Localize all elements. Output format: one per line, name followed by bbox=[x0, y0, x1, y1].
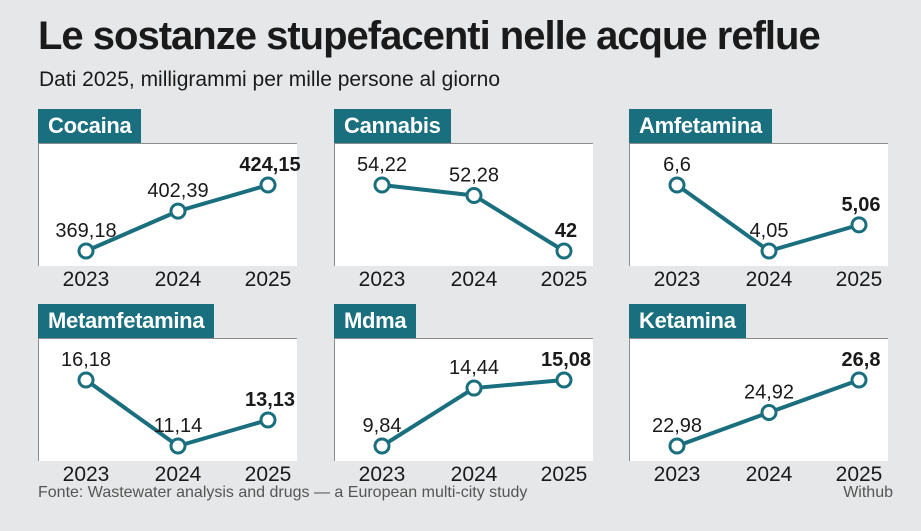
data-point-2024 bbox=[760, 403, 778, 421]
data-point-2023 bbox=[373, 437, 391, 455]
x-axis: 2023 2024 2025 bbox=[38, 268, 318, 292]
x-tick-label: 2023 bbox=[62, 463, 110, 486]
x-axis: 2023 2024 2025 bbox=[38, 463, 318, 487]
panel-amfetamina: Amfetamina 6,6 4,05 5,06 2023 2024 2025 bbox=[629, 109, 897, 299]
data-point-2023 bbox=[668, 176, 686, 194]
data-point-2023 bbox=[668, 437, 686, 455]
x-tick-label: 2025 bbox=[244, 268, 292, 291]
data-label-2025: 26,8 bbox=[842, 349, 881, 371]
data-label-2025: 424,15 bbox=[239, 154, 300, 176]
data-point-2024 bbox=[465, 186, 483, 204]
x-tick-label: 2023 bbox=[358, 463, 406, 486]
data-point-2023 bbox=[77, 242, 95, 260]
x-tick-label: 2023 bbox=[358, 268, 406, 291]
plot-area bbox=[334, 143, 593, 266]
line-chart: 6,6 4,05 5,06 bbox=[663, 154, 881, 260]
data-label-2023: 16,18 bbox=[61, 349, 111, 371]
data-point-2025 bbox=[555, 242, 573, 260]
panel-ketamina: Ketamina 22,98 24,92 26,8 2023 2024 2025 bbox=[629, 304, 897, 494]
data-point-2023 bbox=[77, 371, 95, 389]
data-label-2024: 402,39 bbox=[147, 180, 208, 202]
data-label-2023: 22,98 bbox=[652, 415, 702, 437]
line-chart: 22,98 24,92 26,8 bbox=[652, 349, 881, 455]
x-tick-label: 2024 bbox=[745, 268, 793, 291]
x-axis: 2023 2024 2025 bbox=[629, 463, 909, 487]
x-tick-label: 2024 bbox=[450, 268, 498, 291]
data-point-2025 bbox=[850, 371, 868, 389]
x-tick-label: 2023 bbox=[653, 268, 701, 291]
data-label-2025: 15,08 bbox=[541, 349, 591, 371]
panel-cannabis: Cannabis 54,22 52,28 42 2023 2024 2025 bbox=[334, 109, 602, 299]
data-label-2025: 13,13 bbox=[245, 389, 295, 411]
data-point-2023 bbox=[373, 176, 391, 194]
x-tick-label: 2024 bbox=[450, 463, 498, 486]
panel-title: Metamfetamina bbox=[38, 304, 215, 338]
panel-title: Amfetamina bbox=[629, 109, 772, 143]
x-tick-label: 2025 bbox=[540, 268, 588, 291]
data-label-2024: 24,92 bbox=[744, 381, 794, 403]
x-tick-label: 2023 bbox=[653, 463, 701, 486]
x-tick-label: 2025 bbox=[540, 463, 588, 486]
data-point-2024 bbox=[169, 202, 187, 220]
line-chart: 369,18 402,39 424,15 bbox=[55, 154, 301, 260]
data-label-2025: 5,06 bbox=[842, 194, 881, 216]
x-tick-label: 2025 bbox=[244, 463, 292, 486]
data-point-2024 bbox=[760, 242, 778, 260]
panel-cocaina: Cocaina 369,18 402,39 424,15 2023 2024 2025 bbox=[38, 109, 306, 299]
data-point-2024 bbox=[169, 437, 187, 455]
panel-title: Ketamina bbox=[629, 304, 746, 338]
x-tick-label: 2025 bbox=[835, 463, 883, 486]
panel-metamfetamina: Metamfetamina 16,18 11,14 13,13 2023 2024 2025 bbox=[38, 304, 306, 494]
line-chart: 16,18 11,14 13,13 bbox=[61, 349, 295, 455]
panel-title: Mdma bbox=[334, 304, 417, 338]
data-label-2023: 54,22 bbox=[357, 154, 407, 176]
x-tick-label: 2023 bbox=[62, 268, 110, 291]
data-label-2024: 4,05 bbox=[750, 220, 789, 242]
data-point-2025 bbox=[850, 216, 868, 234]
data-label-2024: 11,14 bbox=[154, 415, 203, 437]
x-axis: 2023 2024 2025 bbox=[334, 463, 614, 487]
panel-mdma: Mdma 9,84 14,44 15,08 2023 2024 2025 bbox=[334, 304, 602, 494]
data-label-2025: 42 bbox=[555, 220, 577, 242]
panel-title: Cannabis bbox=[334, 109, 451, 143]
data-label-2024: 52,28 bbox=[449, 164, 499, 186]
chart-title: Le sostanze stupefacenti nelle acque ref… bbox=[38, 14, 821, 58]
source-note: Fonte: Wastewater analysis and drugs — a… bbox=[38, 484, 528, 501]
x-axis: 2023 2024 2025 bbox=[629, 268, 909, 292]
data-label-2023: 9,84 bbox=[363, 415, 402, 437]
data-point-2025 bbox=[259, 411, 277, 429]
data-label-2024: 14,44 bbox=[449, 357, 499, 379]
data-point-2024 bbox=[465, 379, 483, 397]
data-label-2023: 6,6 bbox=[663, 154, 691, 176]
x-tick-label: 2024 bbox=[745, 463, 793, 486]
data-label-2023: 369,18 bbox=[55, 220, 116, 242]
x-tick-label: 2024 bbox=[154, 268, 202, 291]
x-tick-label: 2025 bbox=[835, 268, 883, 291]
line-chart: 54,22 52,28 42 bbox=[357, 154, 577, 260]
chart-subtitle: Dati 2025, milligrammi per mille persone… bbox=[39, 68, 501, 91]
panel-title: Cocaina bbox=[38, 109, 142, 143]
data-point-2025 bbox=[259, 176, 277, 194]
credit: Withub bbox=[843, 484, 893, 501]
x-tick-label: 2024 bbox=[154, 463, 202, 486]
line-chart: 9,84 14,44 15,08 bbox=[363, 349, 591, 455]
data-point-2025 bbox=[555, 371, 573, 389]
x-axis: 2023 2024 2025 bbox=[334, 268, 614, 292]
